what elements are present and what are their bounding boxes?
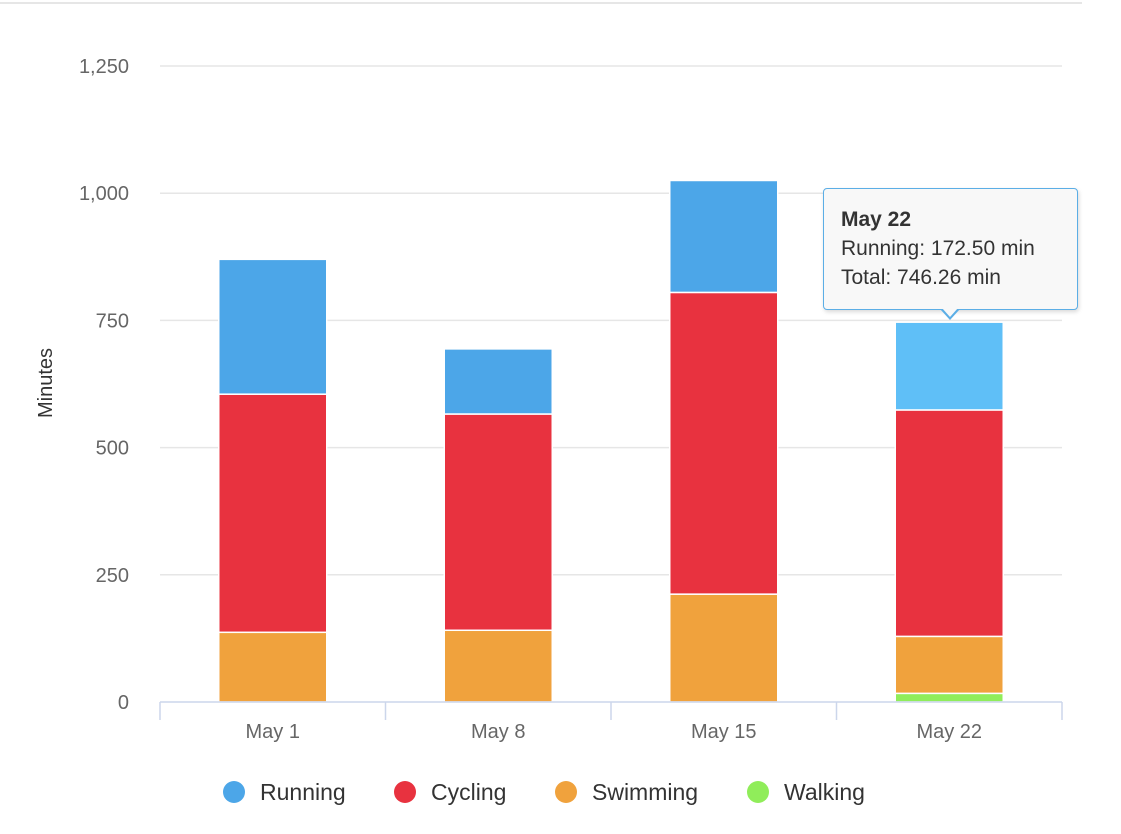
- bar-cycling-may-1[interactable]: [218, 393, 328, 634]
- x-tick-label: May 15: [691, 721, 757, 743]
- y-tick-label: 1,250: [79, 56, 129, 78]
- legend-label: Running: [260, 779, 346, 805]
- legend-item-cycling[interactable]: Cycling: [394, 779, 506, 805]
- x-tick-label: May 8: [471, 721, 525, 743]
- y-tick-label: 750: [96, 310, 129, 332]
- x-axis: May 1 May 8 May 15 May 22: [159, 701, 1063, 743]
- bar-cycling-may-15[interactable]: [669, 291, 779, 595]
- x-tick-label: May 1: [246, 721, 300, 743]
- legend-label: Cycling: [431, 779, 506, 805]
- bar-running-may-1[interactable]: [218, 258, 328, 395]
- legend: Running Cycling Swimming Walking: [223, 779, 865, 805]
- legend-item-running[interactable]: Running: [223, 779, 346, 805]
- y-tick-label: 0: [118, 692, 129, 714]
- tooltip-running: Running: 172.50 min: [841, 237, 1035, 260]
- legend-swatch: [555, 781, 577, 803]
- bar-swimming-may-1[interactable]: [218, 631, 328, 703]
- y-tick-label: 1,000: [79, 183, 129, 205]
- tooltip-pointer-fill: [942, 308, 958, 317]
- legend-label: Swimming: [592, 779, 698, 805]
- bar-walking-may-22[interactable]: [894, 692, 1004, 703]
- tooltip: May 22 Running: 172.50 min Total: 746.26…: [823, 188, 1078, 310]
- tooltip-title: May 22: [841, 208, 912, 231]
- bar-running-may-22[interactable]: [894, 321, 1004, 411]
- y-axis-ticks: 0 250 500 750 1,000 1,250: [79, 56, 129, 714]
- legend-item-walking[interactable]: Walking: [747, 779, 865, 805]
- bar-swimming-may-15[interactable]: [669, 593, 779, 703]
- bar-cycling-may-22[interactable]: [894, 409, 1004, 638]
- top-divider: [0, 2, 1082, 4]
- bar-running-may-8[interactable]: [443, 348, 553, 415]
- legend-swatch: [223, 781, 245, 803]
- x-tick-label: May 22: [916, 721, 982, 743]
- bar-running-may-15[interactable]: [669, 179, 779, 294]
- bars: [218, 179, 1004, 703]
- bar-swimming-may-22[interactable]: [894, 635, 1004, 695]
- y-tick-label: 250: [96, 565, 129, 587]
- legend-label: Walking: [784, 779, 865, 805]
- y-axis-title: Minutes: [35, 348, 57, 418]
- legend-swatch: [394, 781, 416, 803]
- bar-cycling-may-8[interactable]: [443, 413, 553, 632]
- tooltip-total: Total: 746.26 min: [841, 266, 1001, 289]
- legend-swatch: [747, 781, 769, 803]
- bar-swimming-may-8[interactable]: [443, 629, 553, 703]
- y-tick-label: 500: [96, 438, 129, 460]
- legend-item-swimming[interactable]: Swimming: [555, 779, 698, 805]
